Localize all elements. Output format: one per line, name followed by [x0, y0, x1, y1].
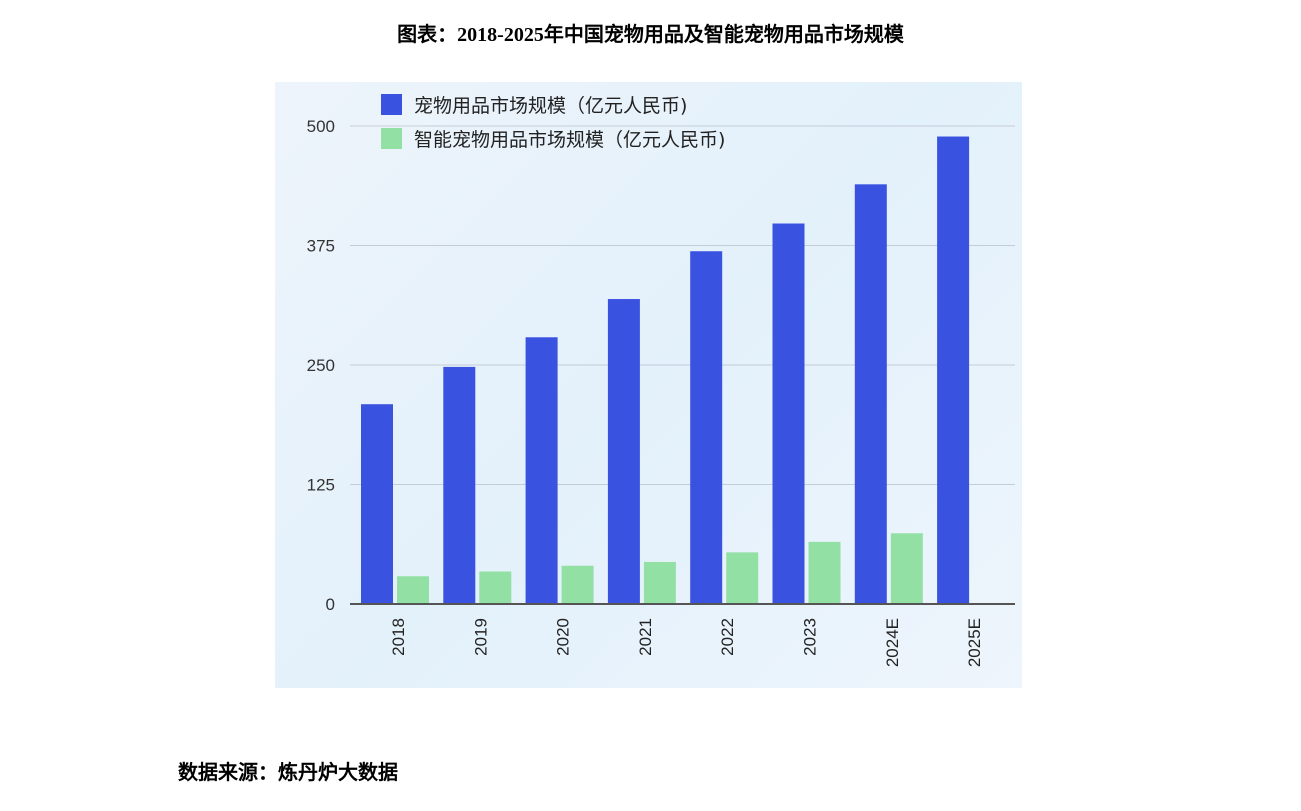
- legend-swatch: [381, 128, 402, 149]
- bar-pet-supplies-2019: [443, 366, 476, 604]
- source-note: 数据来源：炼丹炉大数据: [178, 762, 398, 784]
- y-tick-label: 125: [307, 476, 335, 495]
- bar-smart-pet-supplies-2018: [397, 576, 429, 604]
- x-tick-label: 2025E: [965, 618, 984, 667]
- bar-pet-supplies-2022: [690, 251, 723, 604]
- legend-label: 宠物用品市场规模（亿元人民币): [414, 95, 687, 117]
- bar-smart-pet-supplies-2023: [808, 541, 841, 604]
- x-tick-label: 2018: [389, 618, 408, 656]
- x-tick-label: 2020: [554, 618, 573, 656]
- x-tick-label: 2021: [636, 618, 655, 656]
- x-tick-label: 2022: [718, 618, 737, 656]
- bar-smart-pet-supplies-2022: [726, 552, 759, 604]
- bar-pet-supplies-2024E: [854, 184, 887, 604]
- bar-smart-pet-supplies-2021: [643, 561, 676, 604]
- chart-title: 图表：2018-2025年中国宠物用品及智能宠物用品市场规模: [397, 24, 904, 46]
- chart-panel: 0 125 250 375 500 2018 2019 2020 2021 2022 2023 202…: [275, 82, 1022, 688]
- x-tick-label: 2024E: [883, 618, 902, 667]
- bar-pet-supplies-2018: [361, 404, 393, 604]
- bar-smart-pet-supplies-2024E: [890, 533, 923, 604]
- y-tick-label: 250: [307, 356, 335, 375]
- bar-pet-supplies-2020: [525, 337, 558, 604]
- bar-pet-supplies-2025E: [937, 136, 970, 604]
- bar-pet-supplies-2021: [607, 299, 640, 604]
- x-tick-label: 2023: [801, 618, 820, 656]
- y-tick-label: 375: [307, 237, 335, 256]
- bar-chart: 0 125 250 375 500 2018 2019 2020 2021 2022 2023 202…: [307, 94, 1015, 667]
- legend-swatch: [381, 94, 402, 115]
- x-tick-label: 2019: [471, 618, 490, 656]
- bar-pet-supplies-2023: [772, 223, 805, 604]
- y-tick-label: 500: [307, 117, 335, 136]
- bar-smart-pet-supplies-2020: [561, 565, 594, 604]
- bar-smart-pet-supplies-2019: [479, 571, 512, 604]
- legend-label: 智能宠物用品市场规模（亿元人民币): [414, 129, 725, 151]
- y-tick-label: 0: [326, 595, 335, 614]
